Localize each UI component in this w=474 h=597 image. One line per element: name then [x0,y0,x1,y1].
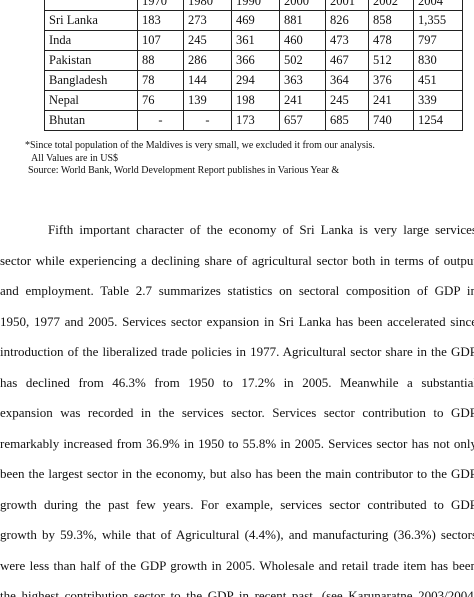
country-cell: Sri Lanka [44,10,138,31]
paragraph-line: introduction of the liberalized trade po… [0,344,474,359]
footnote-maldives: *Since total population of the Maldives … [25,140,375,151]
table-header-row: 1970 1980 1990 2000 2001 2002 2004 [44,0,463,11]
value-cell: 366 [231,50,280,71]
value-cell: 858 [368,10,414,31]
value-cell: 241 [368,90,414,111]
value-cell: - [137,110,184,131]
paragraph-line: growth by 59.3%, while that of Agricultu… [0,527,474,542]
value-cell: 88 [137,50,184,71]
paragraph-line: were less than half of the GDP growth in… [0,557,474,573]
value-cell: 364 [325,70,369,91]
table-row: Bangladesh 78 144 294 363 364 376 451 [44,70,463,91]
value-cell: 881 [279,10,326,31]
value-cell: - [183,110,232,131]
table-header-cell [44,0,138,11]
value-cell: 478 [368,30,414,51]
table-header-cell: 1980 [183,0,232,11]
paragraph-line: been the largest sector in the economy, … [0,466,474,481]
country-cell: Nepal [44,90,138,111]
value-cell: 144 [183,70,232,91]
value-cell: 363 [279,70,326,91]
value-cell: 451 [413,70,463,91]
table-header-cell: 2000 [279,0,326,11]
value-cell: 78 [137,70,184,91]
paragraph-line: Fifth important character of the economy… [48,222,474,237]
table-header-cell: 1990 [231,0,280,11]
table-row: Nepal 76 139 198 241 245 241 339 [44,90,463,111]
country-cell: Bhutan [44,110,138,131]
value-cell: 830 [413,50,463,71]
country-cell: Pakistan [44,50,138,71]
value-cell: 473 [325,30,369,51]
footnote-currency: All Values are in US$ [31,152,119,164]
value-cell: 826 [325,10,369,31]
table-row: Bhutan - - 173 657 685 740 1254 [44,110,463,131]
value-cell: 294 [231,70,280,91]
value-cell: 173 [231,110,280,131]
value-cell: 502 [279,50,326,71]
value-cell: 685 [325,110,369,131]
value-cell: 241 [279,90,326,111]
table-header-cell: 1970 [137,0,184,11]
country-cell: Bangladesh [44,70,138,91]
paragraph-line: remarkably increased from 36.9% in 1950 … [0,435,474,451]
value-cell: 460 [279,30,326,51]
paragraph-line: expansion was recorded in the services s… [0,405,474,420]
value-cell: 657 [279,110,326,131]
paragraph-line: 1950, 1977 and 2005. Services sector exp… [0,313,474,329]
value-cell: 512 [368,50,414,71]
value-cell: 361 [231,30,280,51]
value-cell: 376 [368,70,414,91]
value-cell: 469 [231,10,280,31]
paragraph-line: the highest contribution sector to the G… [0,588,474,597]
gdp-per-capita-table: 1970 1980 1990 2000 2001 2002 2004 Sri L… [44,0,463,131]
paragraph-line: and employment. Table 2.7 summarizes sta… [0,283,474,298]
value-cell: 76 [137,90,184,111]
value-cell: 797 [413,30,463,51]
value-cell: 107 [137,30,184,51]
value-cell: 273 [183,10,232,31]
value-cell: 198 [231,90,280,111]
country-cell: Inda [44,30,138,51]
footnote-source: Source: World Bank, World Development Re… [28,165,340,176]
value-cell: 467 [325,50,369,71]
value-cell: 286 [183,50,232,71]
value-cell: 139 [183,90,232,111]
table-row: Inda 107 245 361 460 473 478 797 [44,30,463,51]
value-cell: 1254 [413,110,463,131]
paragraph-line: has declined from 46.3% from 1950 to 17.… [0,374,474,390]
paragraph-line: sector while experiencing a declining sh… [0,252,474,268]
paragraph-line: growth during the past few years. For ex… [0,496,474,512]
value-cell: 740 [368,110,414,131]
table-row: Sri Lanka 183 273 469 881 826 858 1,355 [44,10,463,31]
table-notes: *Since total population of the Maldives … [25,140,375,178]
value-cell: 1,355 [413,10,463,31]
table-row: Pakistan 88 286 366 502 467 512 830 [44,50,463,71]
table-header-cell: 2001 [325,0,369,11]
body-paragraph: Fifth important character of the economy… [0,215,474,597]
table-header-cell: 2002 [368,0,414,11]
table-header-cell: 2004 [413,0,463,11]
value-cell: 339 [413,90,463,111]
value-cell: 245 [325,90,369,111]
value-cell: 245 [183,30,232,51]
value-cell: 183 [137,10,184,31]
